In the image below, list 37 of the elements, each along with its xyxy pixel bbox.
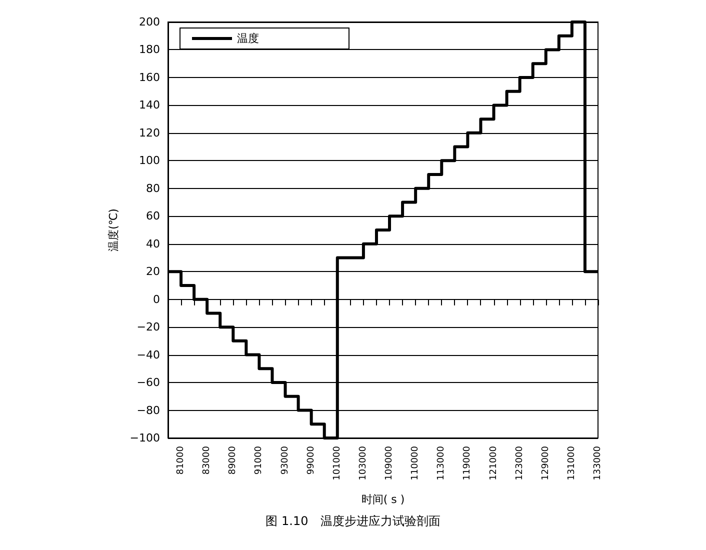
y-tick-label: 120 (139, 126, 160, 140)
y-tick-label: −100 (130, 432, 160, 444)
x-tick-label: 81000 (176, 446, 186, 475)
x-tick-label: 89000 (228, 446, 238, 475)
y-tick-label: 60 (146, 210, 160, 223)
y-axis-title: 温度(℃) (106, 208, 120, 252)
y-tick-label: 0 (153, 292, 160, 306)
y-tick-label: 40 (146, 237, 160, 250)
y-tick-label: 100 (139, 154, 160, 168)
legend-label: 温度 (237, 32, 259, 45)
y-tick-label: 200 (139, 16, 160, 28)
text: 图 1.10 温度步进应力试验剖面 (266, 514, 440, 528)
y-tick-label: 180 (139, 43, 160, 56)
x-tick-label: 109000 (384, 446, 395, 480)
x-tick-label: 103000 (358, 446, 368, 480)
y-tick-label: −60 (136, 376, 160, 390)
x-tick-label: 113000 (436, 446, 447, 480)
x-tick-label: 83000 (202, 446, 212, 475)
x-tick-label: 110000 (410, 446, 421, 480)
y-tick-label: 160 (139, 70, 160, 84)
x-tick-label: 133000 (593, 446, 603, 480)
x-tick-label: 91000 (254, 446, 264, 475)
x-tick-label: 101000 (332, 446, 342, 480)
y-tick-label: −20 (136, 320, 160, 334)
y-tick-label: −80 (136, 404, 160, 417)
y-tick-label: 20 (146, 265, 160, 278)
y-tick-label: 140 (139, 98, 160, 112)
x-tick-label: 119000 (462, 446, 473, 480)
y-tick-label: −40 (136, 348, 160, 362)
x-tick-label: 123000 (514, 446, 525, 480)
x-tick-label: 93000 (280, 446, 290, 475)
x-axis-title: 时间( s ) (361, 493, 405, 506)
x-tick-label: 129000 (540, 446, 551, 480)
y-tick-label: 80 (146, 182, 160, 195)
x-tick-label: 121000 (488, 446, 499, 480)
x-tick-label: 99000 (306, 446, 316, 475)
x-tick-label: 131000 (566, 446, 577, 480)
